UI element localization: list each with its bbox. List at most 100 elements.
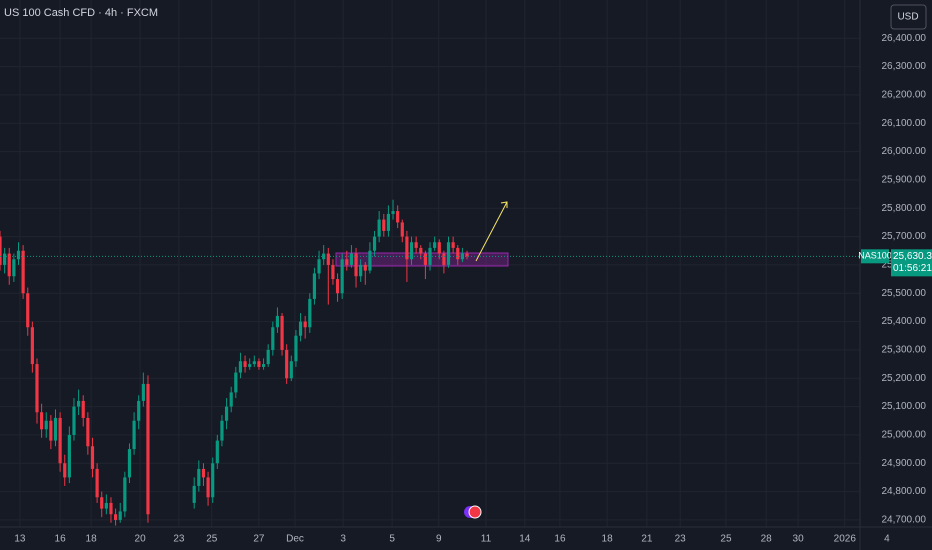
y-tick-label: 24,700.00 [882, 515, 927, 526]
candle-body [86, 417, 90, 447]
candle-body [224, 406, 229, 421]
candle-body [127, 449, 132, 478]
candles [0, 199, 469, 526]
countdown-label: 01:56:21 [893, 263, 932, 274]
x-tick-label: 25 [206, 534, 218, 545]
candle-body [312, 273, 317, 299]
candle-body [201, 468, 206, 478]
candle-body [72, 406, 76, 435]
candle-body [238, 361, 243, 373]
x-tick-label: 25 [720, 534, 732, 545]
candle-body [294, 335, 298, 362]
candle-body [414, 242, 418, 248]
candle-body [354, 253, 358, 277]
y-tick-label: 25,300.00 [882, 345, 927, 356]
x-tick-label: 23 [173, 534, 185, 545]
y-tick-label: 25,200.00 [882, 373, 927, 384]
candle-body [252, 361, 256, 365]
candle-body [409, 242, 414, 260]
candle-body [405, 236, 409, 260]
candle-body [400, 222, 404, 237]
candle-body [192, 485, 196, 503]
candle-body [349, 253, 354, 265]
y-tick-label: 25,500.00 [882, 288, 927, 299]
x-tick-label: 28 [761, 534, 773, 545]
y-tick-label: 25,100.00 [882, 401, 927, 412]
candle-body [423, 253, 428, 265]
y-tick-label: 25,700.00 [882, 231, 927, 242]
chart-title: US 100 Cash CFD · 4h · FXCM [4, 7, 158, 19]
candle-body [326, 253, 330, 265]
y-tick-label: 26,400.00 [882, 33, 927, 44]
candle-body [303, 321, 307, 328]
y-tick-label: 26,000.00 [882, 146, 927, 157]
candle-body [67, 434, 71, 478]
x-tick-label: 18 [86, 534, 98, 545]
symbol-label: NAS100 [858, 251, 892, 261]
x-tick-label: 5 [389, 534, 395, 545]
candle-body [90, 446, 95, 469]
candle-body [428, 247, 432, 265]
y-tick-label: 26,100.00 [882, 118, 927, 129]
candle-body [419, 247, 423, 254]
candle-body [3, 253, 7, 265]
last-price-label: 25,630.33 [893, 251, 932, 262]
currency-label[interactable]: USD [897, 12, 918, 23]
candle-body [345, 259, 349, 265]
candle-body [58, 417, 62, 464]
candle-body [243, 361, 247, 367]
candle-body [104, 502, 108, 509]
candle-body [63, 463, 67, 478]
candle-body [437, 242, 441, 254]
candle-body [44, 420, 48, 430]
candle-body [95, 468, 99, 498]
candle-body [234, 372, 238, 393]
x-tick-label: 23 [675, 534, 687, 545]
x-tick-label: 4 [884, 534, 890, 545]
x-tick-label: 16 [554, 534, 566, 545]
candle-body [215, 440, 219, 464]
candle-body [298, 321, 303, 336]
flag-icon[interactable] [468, 505, 482, 519]
y-tick-label: 26,200.00 [882, 90, 927, 101]
candle-body [220, 420, 224, 441]
candle-body [109, 502, 113, 515]
candle-body [26, 293, 30, 328]
candle-body [35, 364, 39, 413]
x-tick-label: 16 [55, 534, 67, 545]
candle-body [317, 259, 321, 274]
candle-body [396, 211, 400, 223]
candle-body [12, 259, 16, 277]
x-tick-label: 21 [641, 534, 653, 545]
candle-body [359, 264, 363, 277]
symbol-tag [861, 249, 889, 264]
candle-body [372, 236, 377, 251]
y-tick-label: 25,400.00 [882, 316, 927, 327]
candle-body [141, 383, 145, 401]
candle-body [451, 242, 455, 248]
candle-body [257, 361, 261, 367]
price-tag [891, 249, 932, 277]
arrow-head [500, 201, 508, 208]
candle-body [53, 417, 58, 441]
candle-body [271, 327, 275, 350]
candle-body [266, 349, 270, 365]
candle-body [433, 242, 437, 248]
candle-body [285, 349, 289, 379]
x-tick-label: 2026 [834, 534, 857, 545]
candle-body [368, 250, 372, 271]
zone-box [335, 252, 509, 267]
candle-body [275, 315, 280, 328]
x-tick-label: Dec [286, 534, 304, 545]
candle-body [113, 514, 118, 520]
arrow-line [475, 201, 508, 262]
currency-button[interactable] [890, 4, 927, 30]
y-tick-label: 26,300.00 [882, 61, 927, 72]
x-tick-label: 14 [519, 534, 531, 545]
y-tick-label: 24,900.00 [882, 458, 927, 469]
candle-body [77, 400, 81, 407]
candle-body [49, 420, 53, 441]
candle-body [146, 383, 150, 515]
candle-body [289, 361, 293, 379]
